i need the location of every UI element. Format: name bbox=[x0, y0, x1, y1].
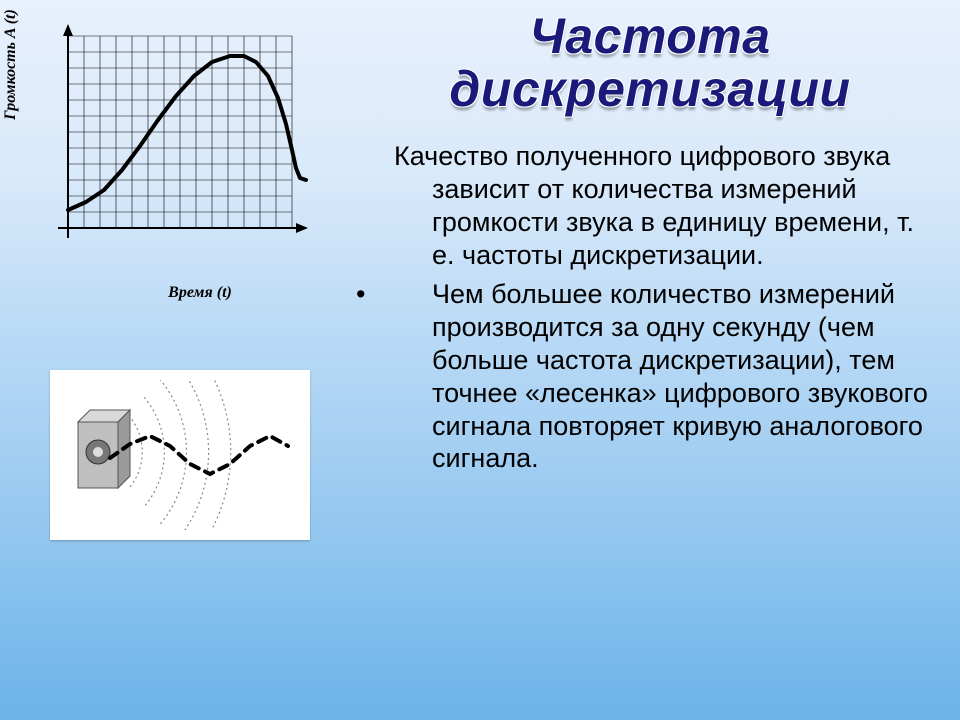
bullet-icon: • bbox=[394, 278, 432, 311]
speaker-wave-illustration bbox=[50, 370, 310, 540]
title-line-2: дискретизации bbox=[449, 61, 850, 117]
chart-x-axis-label: Время (t) bbox=[80, 284, 320, 302]
title-line-1: Частота bbox=[529, 8, 770, 64]
amplitude-chart: Громкость A (t) Время (t) bbox=[20, 20, 320, 302]
paragraph-2-text: Чем большее количество измерений произво… bbox=[432, 279, 928, 474]
chart-canvas bbox=[20, 20, 320, 260]
illustration-canvas bbox=[60, 380, 300, 530]
chart-y-axis-label: Громкость A (t) bbox=[2, 9, 20, 120]
paragraph-1: Качество полученного цифрового звука зав… bbox=[360, 140, 940, 272]
slide-title: Частота дискретизации bbox=[370, 10, 930, 115]
body-text: Качество полученного цифрового звука зав… bbox=[360, 140, 940, 481]
paragraph-2: •Чем большее количество измерений произв… bbox=[360, 278, 940, 476]
